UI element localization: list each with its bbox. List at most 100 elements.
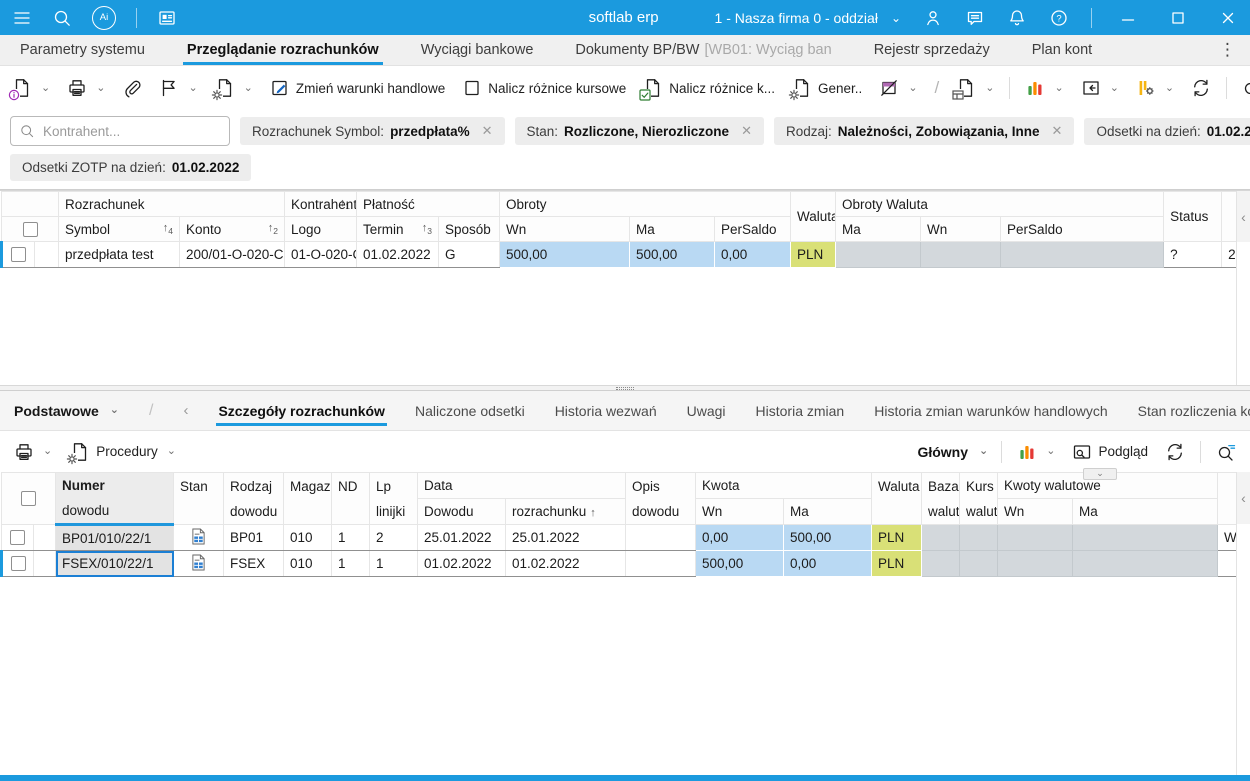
close-icon[interactable]: ✕ bbox=[1051, 123, 1063, 138]
bell-icon[interactable] bbox=[1007, 8, 1027, 28]
main-grid-row[interactable]: przedpłata test 200/01-O-020-C 01-O-020-… bbox=[0, 241, 1239, 268]
cell-kurs-waluty[interactable] bbox=[959, 524, 998, 551]
tab-parametry-systemu[interactable]: Parametry systemu bbox=[20, 42, 145, 58]
cell-magazyn[interactable]: 010 bbox=[283, 524, 332, 551]
column-baza-waluty[interactable]: Bazawaluty bbox=[921, 472, 960, 525]
company-selector[interactable]: 1 - Nasza firma 0 - oddział ⌄ bbox=[714, 9, 901, 26]
collapse-panel-strip[interactable]: ‹ bbox=[1236, 472, 1250, 775]
refresh-button[interactable] bbox=[1189, 75, 1213, 101]
column-ow-wn[interactable]: Wn bbox=[920, 216, 1002, 242]
cell-stan[interactable] bbox=[173, 524, 224, 551]
cell-kw-wn[interactable] bbox=[997, 550, 1073, 577]
column-logo[interactable]: Logo bbox=[284, 216, 358, 242]
column-kw-ma[interactable]: Ma bbox=[1071, 498, 1219, 525]
cell-status[interactable]: ? bbox=[1163, 241, 1223, 268]
column-stan[interactable]: Stan bbox=[173, 472, 224, 525]
detail-grid-row[interactable]: FSEX/010/22/1 FSEX 010 1 1 01.02.2022 01… bbox=[0, 550, 1239, 577]
column-settings-button[interactable]: ⌄ bbox=[1134, 75, 1176, 101]
collapse-panel-strip[interactable]: ‹ bbox=[1236, 191, 1250, 385]
tabs-scroll-left-icon[interactable]: ‹ bbox=[183, 402, 189, 419]
cell-ow-persaldo[interactable] bbox=[1000, 241, 1165, 268]
column-status[interactable]: Status bbox=[1163, 191, 1223, 242]
print-button[interactable]: ⌄ bbox=[65, 75, 107, 101]
filter-chip-stan[interactable]: Stan: Rozliczone, Nierozliczone ✕ bbox=[514, 117, 764, 145]
group-kontrahent[interactable]: ↑1 Kontrahent bbox=[284, 191, 358, 217]
tab-dokumenty-bp-bw[interactable]: Dokumenty BP/BW [WB01: Wyciąg ban bbox=[575, 42, 832, 58]
row-checkbox[interactable] bbox=[11, 247, 26, 263]
detail-refresh-button[interactable] bbox=[1163, 439, 1187, 465]
cell-kw-ma[interactable] bbox=[1071, 524, 1219, 551]
side-panel-button[interactable]: ⌄ bbox=[1079, 75, 1121, 101]
cell-waluta[interactable]: PLN bbox=[871, 550, 922, 577]
cell-data-dowodu[interactable]: 25.01.2022 bbox=[417, 524, 506, 551]
cell-stan[interactable] bbox=[173, 550, 224, 577]
help-icon[interactable]: ? bbox=[1049, 8, 1069, 28]
close-icon[interactable]: ✕ bbox=[481, 123, 493, 138]
column-opis-dowodu[interactable]: Opis dowodu bbox=[625, 472, 696, 525]
group-platnosc[interactable]: Płatność bbox=[356, 191, 501, 217]
cell-lp[interactable]: 1 bbox=[369, 550, 418, 577]
column-ma[interactable]: Ma bbox=[629, 216, 716, 242]
cell-logo[interactable]: 01-O-020-C bbox=[284, 241, 358, 268]
column-konto[interactable]: Konto ↑2 bbox=[178, 216, 286, 242]
cell-numer[interactable]: FSEX/010/22/1 bbox=[55, 550, 174, 577]
column-kw-wn[interactable]: Wn bbox=[997, 498, 1073, 525]
detail-tab-naliczone-odsetki[interactable]: Naliczone odsetki bbox=[414, 402, 525, 419]
clear-highlight-button[interactable]: ⌄ bbox=[877, 75, 919, 101]
minimize-button[interactable] bbox=[1114, 8, 1142, 28]
row-select-cell[interactable] bbox=[1, 524, 34, 551]
detail-grid-row[interactable]: BP01/010/22/1 BP01 010 1 2 25.01.2022 25… bbox=[1, 524, 1239, 551]
cell-clipped[interactable]: W bbox=[1217, 524, 1239, 551]
group-obroty[interactable]: Obroty bbox=[499, 191, 792, 217]
user-icon[interactable] bbox=[923, 8, 943, 28]
row-select-cell[interactable] bbox=[0, 241, 35, 268]
cell-wn[interactable]: 500,00 bbox=[499, 241, 631, 268]
cell-opis[interactable] bbox=[625, 524, 696, 551]
cell-baza-waluty[interactable] bbox=[921, 524, 960, 551]
group-data[interactable]: Data bbox=[417, 472, 626, 499]
column-data-rozrachunku[interactable]: rozrachunku ↑ bbox=[505, 498, 626, 525]
preview-button[interactable]: Podgląd bbox=[1070, 439, 1150, 465]
column-lp-linijki[interactable]: Lp linijki bbox=[369, 472, 418, 525]
detail-group-selector[interactable]: Podstawowe ⌄ bbox=[14, 402, 120, 419]
cell-kw-wn[interactable] bbox=[997, 524, 1073, 551]
cell-termin[interactable]: 01.02.2022 bbox=[356, 241, 440, 268]
row-checkbox[interactable] bbox=[10, 556, 26, 572]
column-ow-ma[interactable]: Ma bbox=[835, 216, 922, 242]
cell-opis[interactable] bbox=[625, 550, 696, 577]
hamburger-menu-icon[interactable] bbox=[12, 8, 32, 28]
group-kwota[interactable]: Kwota bbox=[695, 472, 872, 499]
filter-chip-rozrachunek-symbol[interactable]: Rozrachunek Symbol: przedpłata% ✕ bbox=[240, 117, 505, 145]
cell-ma[interactable]: 500,00 bbox=[629, 241, 716, 268]
cell-kwota-wn[interactable]: 500,00 bbox=[695, 550, 784, 577]
chat-icon[interactable] bbox=[965, 8, 985, 28]
tab-wyciagi-bankowe[interactable]: Wyciągi bankowe bbox=[420, 42, 534, 58]
cell-nd[interactable]: 1 bbox=[331, 550, 370, 577]
collapse-left-icon[interactable]: ‹ bbox=[1241, 208, 1246, 225]
column-magazyn[interactable]: Magaz bbox=[283, 472, 332, 525]
row-checkbox[interactable] bbox=[10, 530, 25, 546]
cell-persaldo[interactable]: 0,00 bbox=[714, 241, 792, 268]
select-all-checkbox[interactable] bbox=[22, 221, 38, 237]
grid-scroll-down-button[interactable]: ⌄ bbox=[1083, 468, 1117, 480]
cell-ow-wn[interactable] bbox=[920, 241, 1002, 268]
tab-rejestr-sprzedazy[interactable]: Rejestr sprzedaży bbox=[873, 42, 990, 58]
panel-splitter[interactable] bbox=[0, 385, 1250, 391]
column-termin[interactable]: Termin ↑3 bbox=[356, 216, 440, 242]
column-nd[interactable]: ND bbox=[331, 472, 370, 525]
change-trade-terms-button[interactable]: Zmień warunki handlowe bbox=[268, 75, 447, 101]
cell-sposob[interactable]: G bbox=[438, 241, 501, 268]
maximize-button[interactable] bbox=[1164, 8, 1192, 28]
document-table-button[interactable]: ⌄ bbox=[952, 75, 996, 101]
generate-button[interactable]: Gener.. bbox=[788, 75, 864, 101]
column-symbol[interactable]: Symbol ↑4 bbox=[58, 216, 180, 242]
column-sposob[interactable]: Sposób bbox=[438, 216, 501, 242]
kontrahent-search-input[interactable] bbox=[41, 122, 221, 140]
column-waluta[interactable]: Waluta bbox=[790, 191, 837, 242]
detail-tab-historia-wezwan[interactable]: Historia wezwań bbox=[554, 402, 657, 419]
cell-data-rozrachunku[interactable]: 25.01.2022 bbox=[505, 524, 626, 551]
document-info-button[interactable]: ⌄ bbox=[8, 75, 52, 101]
close-icon[interactable]: ✕ bbox=[741, 123, 752, 138]
filter-chip-rodzaj[interactable]: Rodzaj: Należności, Zobowiązania, Inne ✕ bbox=[773, 117, 1075, 145]
document-settings-button[interactable]: ⌄ bbox=[210, 75, 255, 101]
